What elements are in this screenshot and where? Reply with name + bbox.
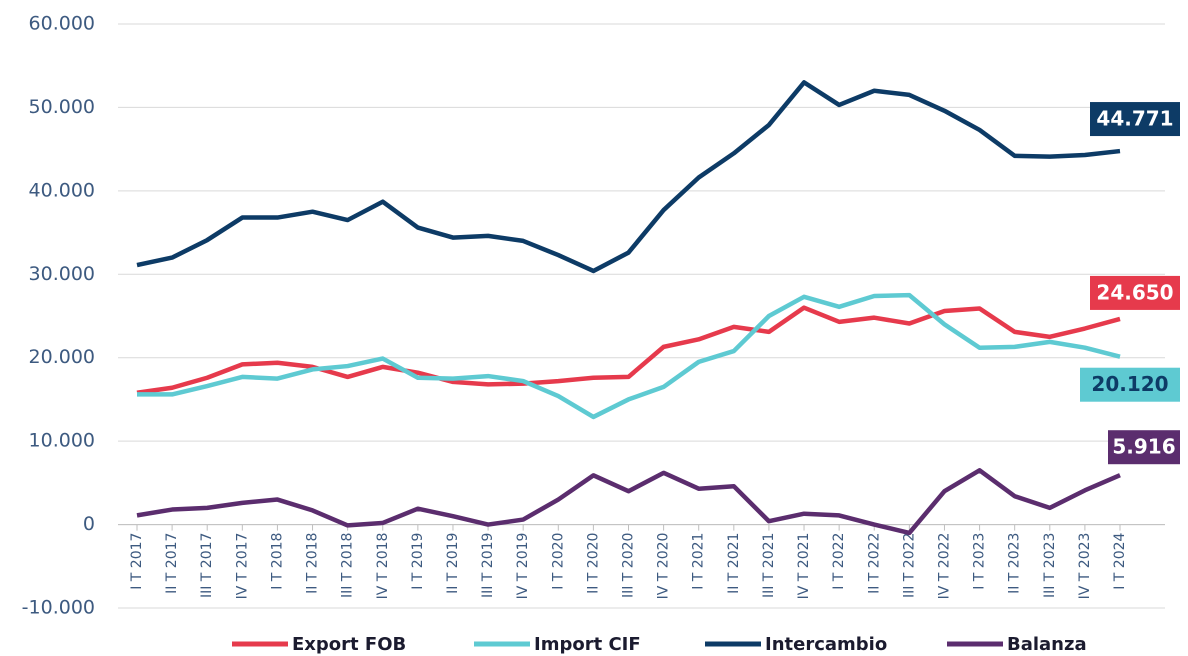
- x-tick-label: I T 2024: [1112, 532, 1128, 589]
- x-tick-label: IV T 2023: [1077, 533, 1093, 600]
- value-label: 20.120: [1091, 372, 1168, 396]
- x-tick-label: IV T 2018: [375, 533, 391, 600]
- x-tick-label: I T 2019: [410, 533, 426, 590]
- y-tick-label: 10.000: [29, 430, 95, 452]
- x-tick-label: I T 2020: [550, 533, 566, 590]
- line-series: [136, 468, 1121, 536]
- x-tick-label: I T 2018: [269, 533, 285, 590]
- x-tick-label: III T 2021: [761, 533, 777, 598]
- value-label-box: [1090, 275, 1180, 310]
- value-label-box: [1080, 367, 1180, 402]
- y-tick-label: 20.000: [29, 346, 95, 368]
- y-tick-label: 40.000: [29, 179, 95, 201]
- legend-label: Import CIF: [534, 634, 641, 655]
- x-tick-label: III T 2018: [340, 533, 356, 598]
- value-label: 5.916: [1112, 435, 1175, 459]
- value-label: 24.650: [1096, 280, 1173, 304]
- value-label: 44.771: [1096, 107, 1173, 131]
- x-tick-label: I T 2023: [972, 533, 988, 590]
- x-tick-label: II T 2018: [305, 533, 321, 594]
- x-tick-label: II T 2023: [1007, 533, 1023, 594]
- x-tick-label: II T 2021: [726, 533, 742, 594]
- line-series: [136, 80, 1121, 274]
- legend-label: Export FOB: [292, 634, 406, 655]
- y-tick-label: 0: [83, 513, 95, 535]
- x-tick-label: I T 2021: [691, 533, 707, 590]
- x-tick-label: III T 2017: [199, 533, 215, 598]
- line-series: [136, 305, 1121, 395]
- x-tick-label: II T 2020: [585, 533, 601, 594]
- x-tick-label: II T 2022: [866, 533, 882, 594]
- x-tick-label: IV T 2019: [515, 533, 531, 600]
- x-tick-label: II T 2017: [164, 533, 180, 594]
- x-tick-label: III T 2023: [1042, 533, 1058, 598]
- x-tick-label: I T 2017: [129, 533, 145, 590]
- x-tick-label: IV T 2021: [796, 533, 812, 600]
- legend-label: Balanza: [1007, 634, 1087, 655]
- x-tick-label: II T 2019: [445, 533, 461, 594]
- x-tick-label: III T 2022: [901, 533, 917, 598]
- line-series: [137, 292, 1121, 420]
- legend-label: Intercambio: [765, 634, 887, 655]
- x-tick-label: IV T 2017: [234, 533, 250, 600]
- x-tick-label: III T 2020: [621, 533, 637, 598]
- value-label-box: [1108, 430, 1180, 465]
- y-tick-label: 60.000: [29, 13, 95, 35]
- value-label-box: [1090, 102, 1180, 137]
- y-tick-label: 50.000: [29, 96, 95, 118]
- x-tick-label: I T 2022: [831, 533, 847, 590]
- y-tick-label: -10.000: [22, 597, 95, 619]
- x-tick-label: IV T 2022: [936, 533, 952, 600]
- y-tick-label: 30.000: [29, 263, 95, 285]
- x-tick-label: III T 2019: [480, 533, 496, 598]
- x-tick-label: IV T 2020: [656, 533, 672, 600]
